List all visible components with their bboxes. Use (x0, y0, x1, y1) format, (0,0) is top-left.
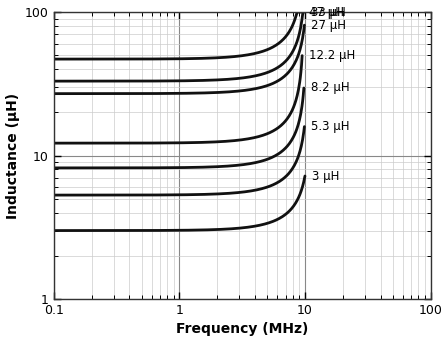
Text: 3 μH: 3 μH (312, 170, 339, 183)
Text: 47 μH: 47 μH (309, 5, 344, 18)
Text: 12.2 μH: 12.2 μH (309, 49, 355, 62)
Text: 27 μH: 27 μH (311, 19, 346, 32)
Text: 33 μH: 33 μH (311, 5, 345, 18)
Y-axis label: Inductance (μH): Inductance (μH) (5, 92, 20, 219)
Text: 8.2 μH: 8.2 μH (311, 81, 349, 94)
X-axis label: Frequency (MHz): Frequency (MHz) (176, 323, 308, 337)
Text: 5.3 μH: 5.3 μH (311, 120, 350, 133)
